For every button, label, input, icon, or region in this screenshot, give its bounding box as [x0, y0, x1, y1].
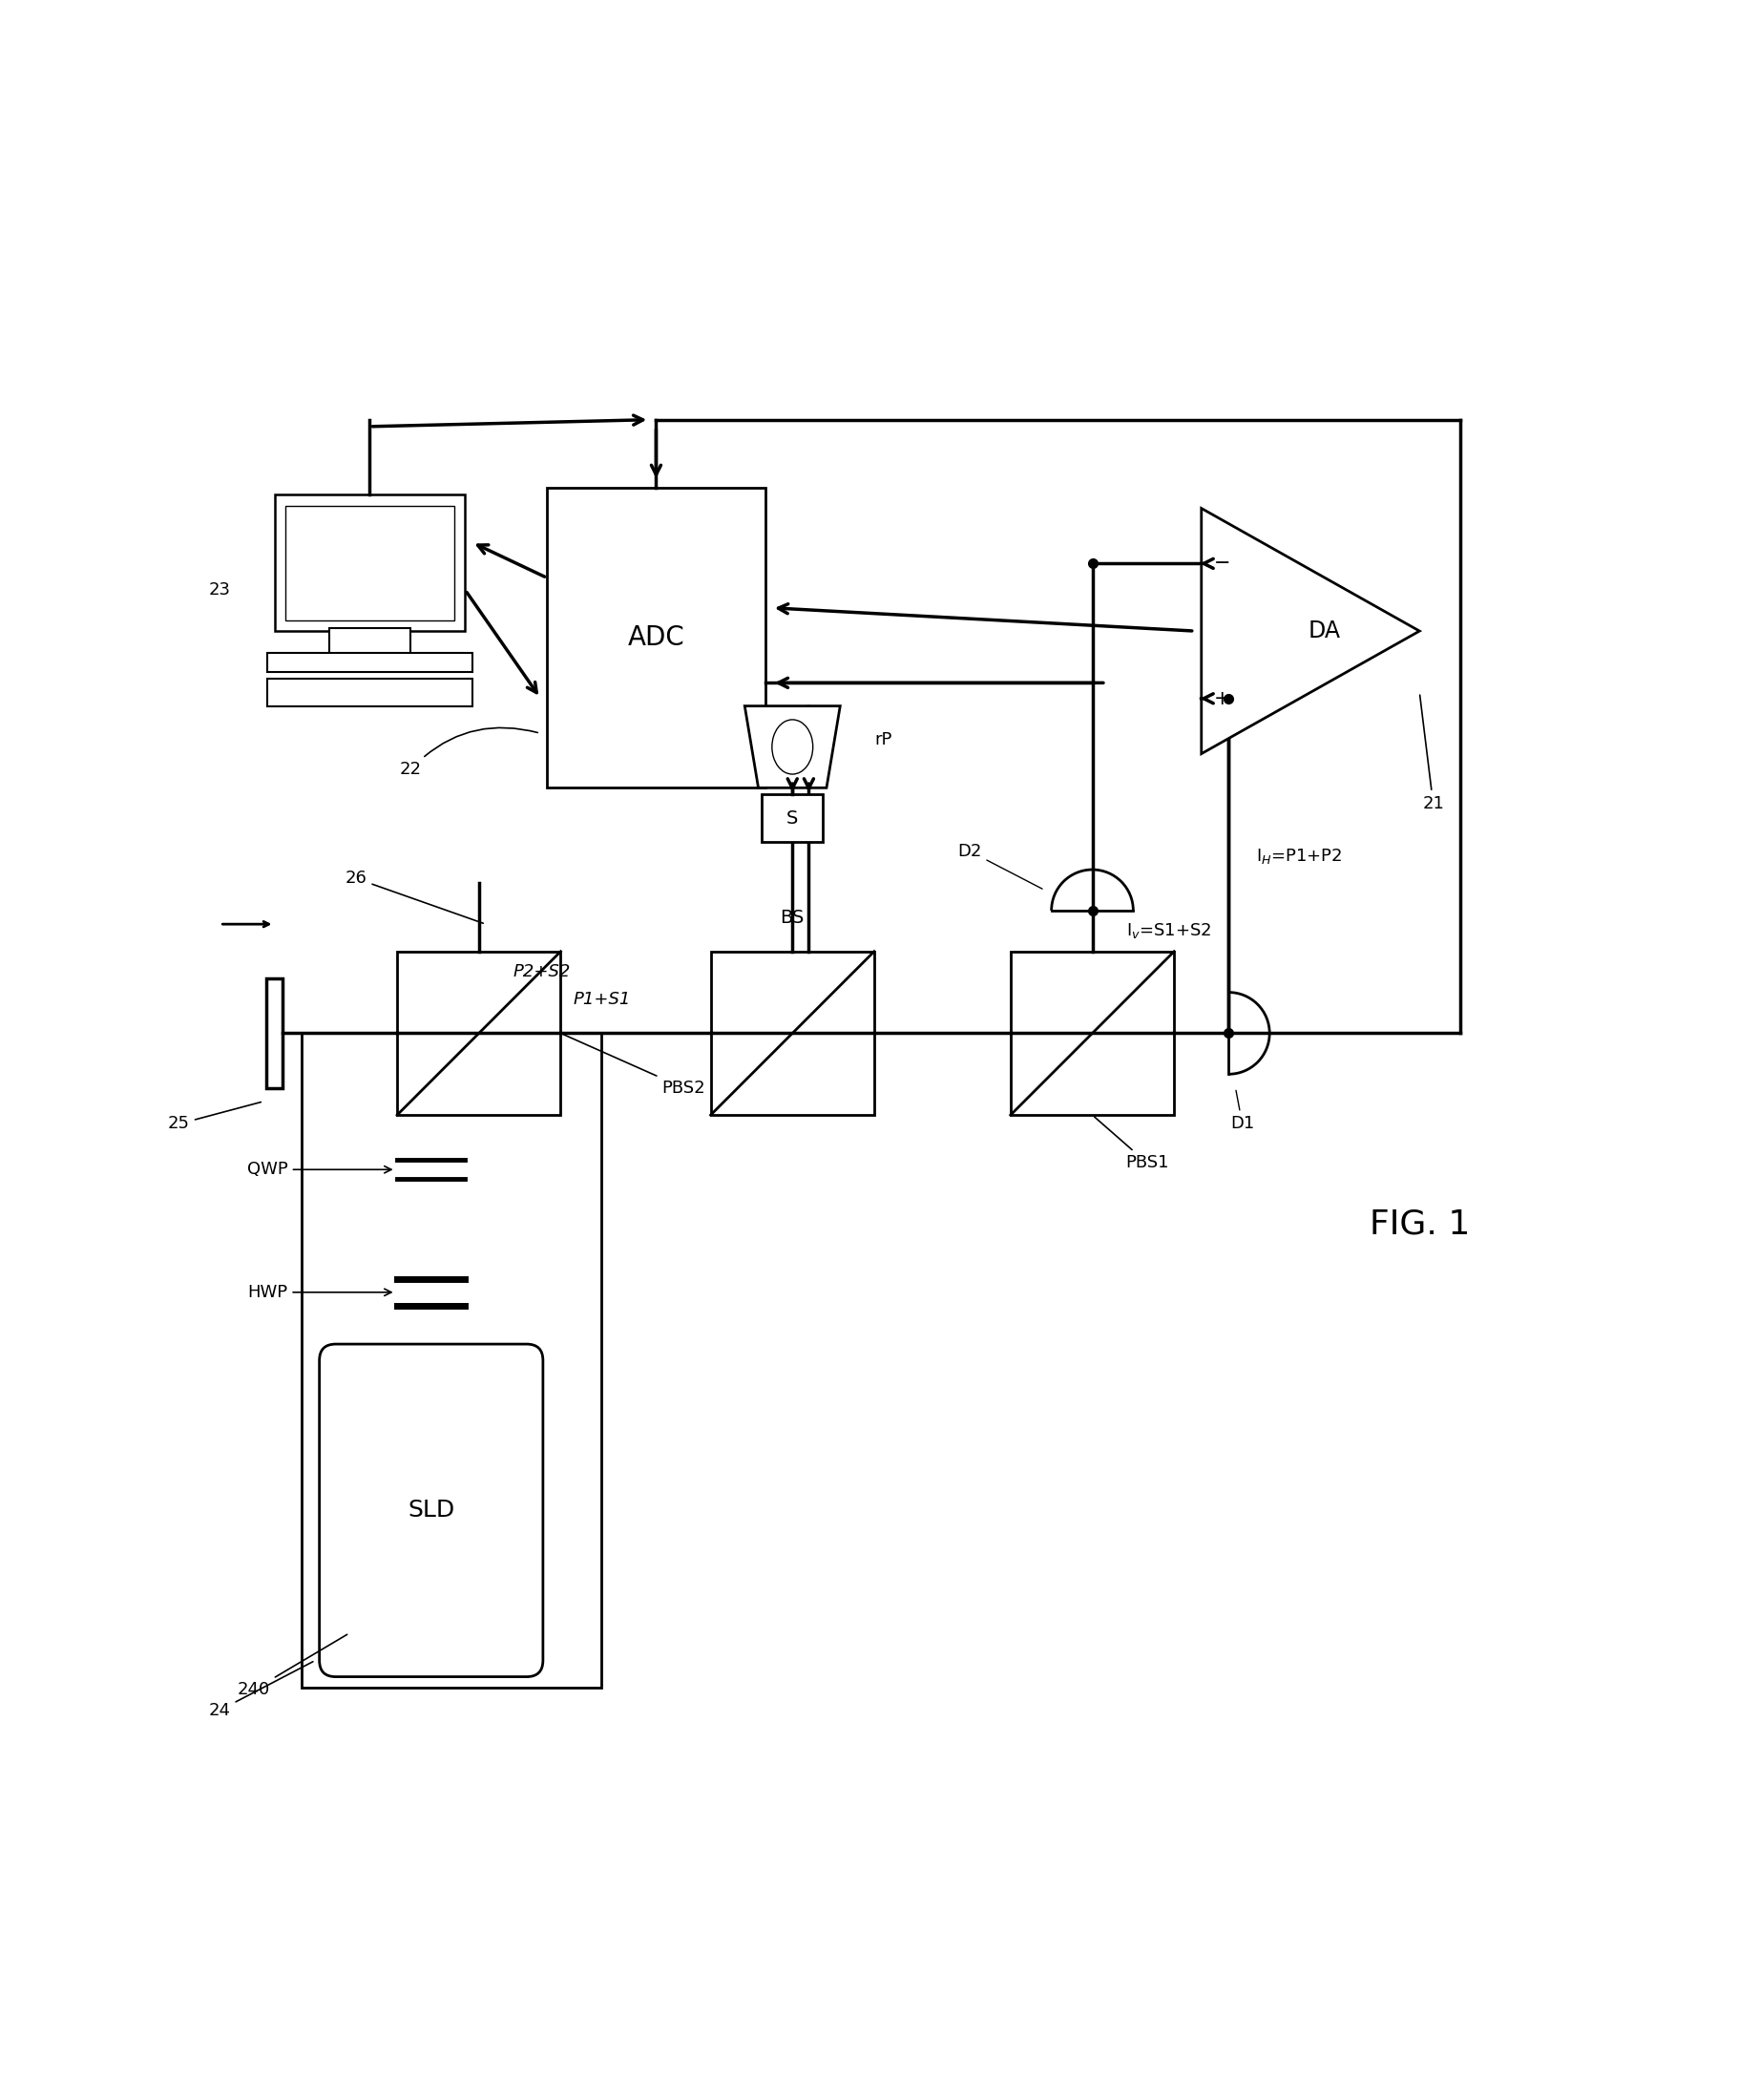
Bar [274, 496, 464, 630]
Text: P1+S1: P1+S1 [573, 991, 630, 1008]
Text: I$_v$=S1+S2: I$_v$=S1+S2 [1126, 922, 1212, 941]
Text: FIG. 1: FIG. 1 [1369, 1208, 1471, 1241]
Text: 22: 22 [399, 729, 538, 777]
Text: D2: D2 [957, 842, 1043, 888]
Polygon shape [1201, 508, 1420, 754]
Text: −: − [1214, 554, 1230, 573]
Bar [762, 794, 823, 842]
FancyBboxPatch shape [320, 1344, 544, 1676]
Text: 23: 23 [209, 582, 230, 598]
Text: 21: 21 [1420, 695, 1444, 813]
Bar [547, 487, 765, 788]
Text: DA: DA [1309, 620, 1340, 643]
Text: 25: 25 [169, 1102, 260, 1132]
Bar [266, 979, 283, 1088]
Bar [329, 628, 412, 655]
Text: 240: 240 [237, 1634, 347, 1699]
Text: S: S [786, 808, 799, 827]
Text: 26: 26 [345, 869, 484, 924]
Bar [267, 678, 471, 706]
Bar [285, 506, 454, 619]
Bar [711, 951, 874, 1115]
Text: I$_{H}$=P1+P2: I$_{H}$=P1+P2 [1256, 846, 1342, 865]
Text: QWP: QWP [248, 1161, 390, 1178]
Text: PBS1: PBS1 [1094, 1117, 1168, 1172]
Polygon shape [744, 706, 841, 788]
Text: PBS2: PBS2 [563, 1035, 705, 1096]
Text: +: + [1214, 689, 1230, 708]
Text: rP: rP [874, 731, 892, 750]
Text: D1: D1 [1230, 1090, 1254, 1132]
Bar [398, 951, 561, 1115]
Text: SLD: SLD [408, 1499, 454, 1522]
Text: 24: 24 [209, 1661, 313, 1718]
Bar [303, 1033, 602, 1688]
Bar [267, 653, 471, 672]
Bar [1010, 951, 1175, 1115]
Text: P2+S2: P2+S2 [514, 964, 570, 981]
Text: ADC: ADC [628, 624, 684, 651]
Text: HWP: HWP [248, 1283, 390, 1300]
Text: BS: BS [781, 909, 804, 926]
